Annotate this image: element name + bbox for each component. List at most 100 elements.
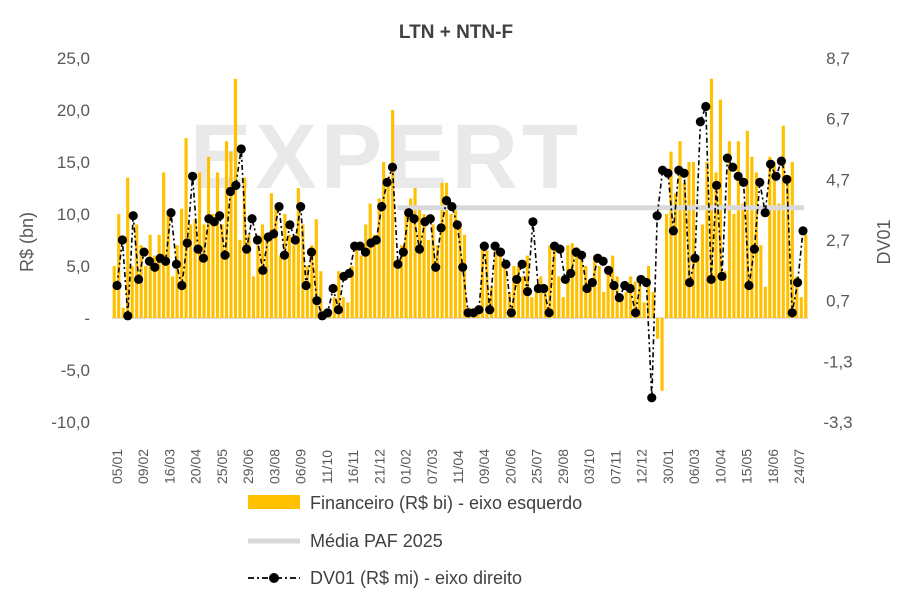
- legend-item-dv01: DV01 (R$ mi) - eixo direito: [248, 568, 522, 588]
- dv01-point: [652, 211, 662, 221]
- dv01-point: [787, 308, 797, 318]
- bar: [202, 224, 206, 318]
- dv01-point: [447, 202, 457, 212]
- dv01-point: [242, 244, 252, 254]
- dv01-point: [188, 171, 198, 181]
- bar: [606, 266, 610, 318]
- bar: [449, 214, 453, 318]
- bar: [400, 245, 404, 318]
- dv01-point: [528, 217, 538, 227]
- dv01-point: [258, 265, 268, 275]
- x-tick-label: 29/08: [555, 449, 571, 484]
- dv01-point: [776, 156, 786, 166]
- dv01-point: [123, 311, 133, 321]
- dv01-point: [630, 308, 641, 318]
- left-axis: 25,0 20,0 15,0 10,0 5,0 - -5,0 -10,0: [51, 49, 90, 432]
- dv01-point: [344, 268, 354, 278]
- dv01-point: [641, 277, 651, 288]
- dv01-point: [792, 277, 803, 288]
- dv01-point: [717, 271, 727, 281]
- bar: [175, 245, 179, 318]
- dv01-point: [414, 244, 425, 254]
- bar: [633, 281, 637, 318]
- x-tick-label: 01/02: [398, 449, 414, 484]
- left-tick-label: 5,0: [66, 257, 90, 276]
- bar: [135, 224, 139, 318]
- dv01-point: [544, 308, 554, 318]
- dv01-point: [393, 259, 403, 269]
- bar: [126, 177, 130, 318]
- bar: [382, 162, 386, 318]
- dv01-point: [728, 162, 738, 172]
- bar: [278, 255, 282, 318]
- dv01-point: [377, 202, 387, 212]
- bar: [561, 297, 565, 318]
- dv01-point: [679, 168, 689, 178]
- x-tick-label: 12/12: [634, 449, 650, 484]
- legend-label-financeiro: Financeiro (R$ bi) - eixo esquerdo: [310, 493, 582, 513]
- bar: [557, 276, 561, 318]
- bar: [525, 255, 529, 318]
- bar: [238, 240, 242, 318]
- bar: [534, 286, 538, 318]
- dv01-point: [755, 177, 765, 187]
- left-tick-label: 25,0: [57, 49, 90, 68]
- bar: [664, 214, 669, 318]
- bar: [341, 297, 345, 318]
- bar: [386, 177, 390, 318]
- legend-item-financeiro: Financeiro (R$ bi) - eixo esquerdo: [248, 493, 582, 513]
- dv01-point: [782, 174, 792, 184]
- bar: [440, 182, 444, 318]
- dv01-point: [182, 238, 192, 248]
- x-tick-label: 11/04: [450, 450, 466, 484]
- bar: [678, 141, 682, 318]
- bar: [368, 203, 372, 318]
- bar: [283, 214, 287, 318]
- bar: [790, 162, 794, 318]
- dv01-point: [458, 262, 468, 272]
- bar: [364, 224, 368, 318]
- dv01-point: [134, 274, 144, 285]
- bar: [269, 193, 273, 318]
- bar: [543, 286, 547, 318]
- bar: [265, 234, 269, 318]
- bar: [301, 224, 305, 318]
- dv01-point: [247, 214, 257, 224]
- dv01-point: [312, 296, 322, 306]
- bar: [166, 214, 170, 318]
- bar: [480, 245, 485, 318]
- bar: [642, 302, 646, 318]
- dv01-point: [323, 308, 333, 318]
- x-tick-label: 16/03: [161, 449, 177, 484]
- bar: [772, 162, 776, 318]
- x-tick-label: 09/04: [476, 449, 492, 484]
- bar: [745, 130, 749, 318]
- bar: [184, 138, 188, 318]
- bar: [512, 266, 516, 318]
- legend-label-dv01: DV01 (R$ mi) - eixo direito: [310, 568, 522, 588]
- dv01-point: [598, 256, 608, 266]
- bar: [620, 297, 624, 318]
- dv01-point: [112, 280, 122, 291]
- bar: [593, 255, 597, 318]
- bar: [498, 250, 502, 318]
- bar: [319, 271, 323, 318]
- bar: [700, 224, 705, 318]
- bar: [651, 292, 655, 318]
- bar: [404, 214, 408, 318]
- x-tick-label: 09/02: [135, 449, 151, 484]
- dv01-point: [177, 280, 187, 291]
- bar: [157, 234, 161, 318]
- dv01-point: [625, 283, 635, 294]
- bar: [656, 318, 660, 339]
- dv01-point: [382, 177, 392, 187]
- bar: [548, 245, 552, 318]
- bar: [220, 224, 224, 318]
- right-tick-label: 0,7: [826, 292, 850, 311]
- dv01-point: [301, 280, 311, 291]
- bar: [602, 292, 606, 318]
- bar: [310, 245, 314, 318]
- bar: [162, 172, 166, 318]
- dv01-series: [112, 101, 808, 403]
